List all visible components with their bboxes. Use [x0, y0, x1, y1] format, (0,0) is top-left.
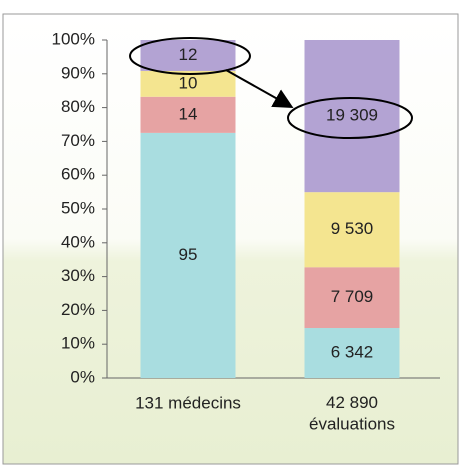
plot: 0% 10% 20% 30% 40% 50% 60% 70% 80% 90% 100% 95 14 10 1… [52, 29, 440, 434]
y-tick-label: 100% [52, 29, 95, 48]
value-label: 9 530 [331, 219, 374, 238]
y-tick-label: 0% [70, 367, 95, 386]
highlight-ellipse [287, 97, 413, 139]
value-label: 7 709 [331, 287, 374, 306]
value-label: 10 [179, 73, 198, 92]
value-label: 6 342 [331, 342, 374, 361]
bar-segment [304, 328, 400, 378]
bar-segment [140, 96, 236, 133]
value-label: 95 [179, 245, 198, 264]
value-label: 14 [179, 104, 198, 123]
y-tick-label: 90% [61, 63, 95, 82]
y-tick-label: 50% [61, 198, 95, 217]
bar-segment [304, 267, 400, 329]
y-tick-label: 20% [61, 300, 95, 319]
y-tick-label: 40% [61, 232, 95, 251]
bar-segment [304, 40, 400, 193]
bar-segment [140, 40, 236, 71]
y-tick-label: 80% [61, 97, 95, 116]
bar-segment [140, 70, 236, 97]
value-label: 12 [179, 45, 198, 64]
value-label: 19 309 [326, 106, 378, 125]
bar-segment [140, 132, 236, 378]
bar-segment [304, 192, 400, 268]
y-tick-label: 70% [61, 131, 95, 150]
highlight-ellipse [129, 37, 251, 75]
y-tick-label: 60% [61, 165, 95, 184]
x-tick-label: 42 890 évaluations [309, 393, 395, 433]
arrow [225, 69, 294, 108]
x-tick-label: 131 médecins [135, 393, 241, 412]
y-tick-label: 30% [61, 266, 95, 285]
y-tick-label: 10% [61, 334, 95, 353]
